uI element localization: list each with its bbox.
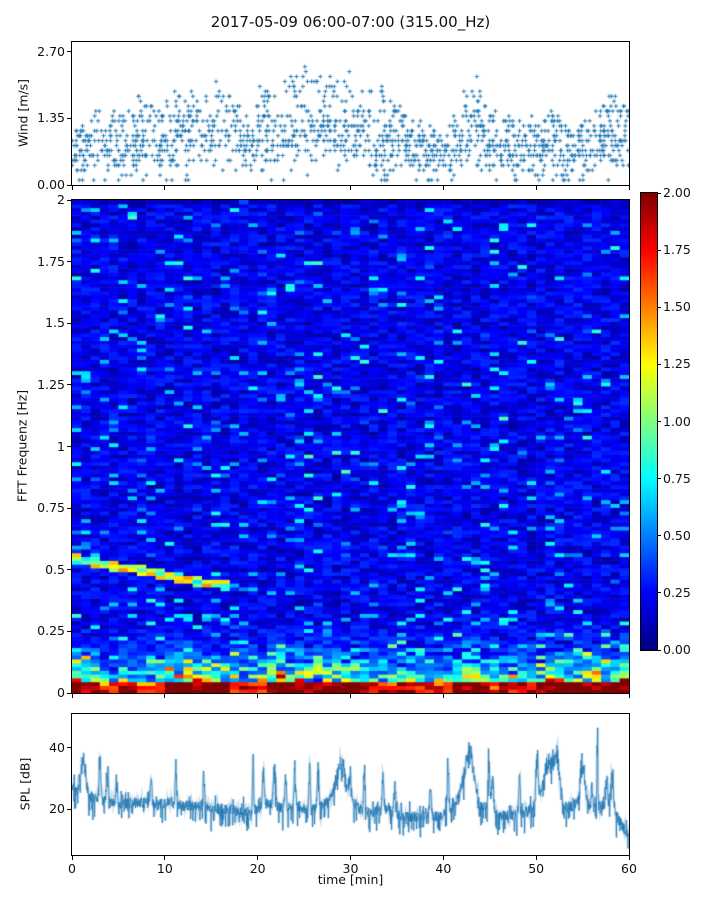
colorbar-tick-mark	[658, 649, 661, 651]
fft-ytick-label: 0.25	[37, 623, 65, 639]
colorbar-tick-label: 1.25	[663, 356, 691, 372]
wind-ytick-label: 1.35	[37, 110, 65, 126]
time-xtick-label: 30	[342, 861, 359, 876]
wind-xtick-mark	[71, 186, 73, 190]
spl-line-canvas	[72, 714, 629, 855]
colorbar-tick-label: 0.25	[663, 584, 691, 600]
spl-ytick-mark	[67, 747, 71, 749]
time-xtick-label: 20	[249, 861, 266, 876]
wind-ytick-label: 2.70	[37, 43, 65, 59]
time-xtick-mark	[535, 856, 537, 860]
chart-title: 2017-05-09 06:00-07:00 (315.00_Hz)	[210, 13, 491, 31]
fft-ytick-label: 0	[57, 685, 65, 700]
fft-ytick-label: 0.5	[45, 561, 65, 577]
fft-xtick-mark	[257, 694, 259, 698]
fft-ytick-label: 2	[57, 192, 65, 207]
colorbar-tick-label: 0.50	[663, 527, 691, 543]
wind-xtick-mark	[442, 186, 444, 190]
fft-xtick-mark	[628, 694, 630, 698]
colorbar-tick-label: 1.00	[663, 413, 691, 429]
wind-scatter-canvas	[72, 42, 629, 185]
time-xtick-mark	[164, 856, 166, 860]
fft-ytick-mark	[67, 261, 71, 263]
time-xtick-label: 40	[435, 861, 452, 876]
colorbar-tick-label: 0.00	[663, 642, 691, 657]
time-xtick-label: 0	[68, 861, 76, 876]
wind-xtick-mark	[535, 186, 537, 190]
fft-xtick-mark	[350, 694, 351, 698]
fft-ytick-label: 1.75	[37, 253, 65, 269]
time-axis-label: time [min]	[317, 872, 384, 887]
spl-ytick-mark	[67, 808, 71, 810]
time-xtick-label: 60	[621, 861, 637, 876]
fft-ytick-mark	[67, 507, 71, 509]
fft-xtick-mark	[442, 694, 444, 698]
wind-ytick-mark	[67, 51, 71, 53]
fft-ytick-label: 1.5	[45, 315, 65, 331]
fft-ytick-label: 1	[57, 438, 65, 454]
time-xtick-mark	[257, 856, 259, 860]
wind-ytick-mark	[67, 117, 71, 119]
wind-xtick-mark	[164, 186, 166, 190]
fft-ytick-mark	[67, 569, 71, 571]
wind-xtick-mark	[628, 186, 630, 190]
spl-ytick-label: 20	[49, 801, 65, 817]
wind-xtick-mark	[350, 186, 351, 190]
wind-xtick-mark	[257, 186, 259, 190]
spl-ytick-label: 40	[49, 739, 65, 755]
fft-ytick-mark	[67, 384, 71, 386]
fft-ytick-mark	[67, 446, 71, 447]
time-xtick-mark	[71, 856, 73, 860]
colorbar-tick-label: 2.00	[663, 185, 691, 200]
fft-ytick-mark	[67, 630, 71, 632]
colorbar-tick-label: 1.50	[663, 299, 691, 315]
colorbar-tick-mark	[658, 478, 661, 480]
fft-ytick-mark	[67, 322, 71, 324]
colorbar-tick-mark	[658, 421, 661, 422]
colorbar-tick-mark	[658, 192, 661, 194]
fft-ytick-mark	[67, 199, 71, 201]
colorbar-tick-mark	[658, 249, 661, 251]
fft-ytick-label: 1.25	[37, 376, 65, 392]
fft-ytick-mark	[67, 692, 71, 694]
colorbar-tick-mark	[658, 363, 661, 365]
colorbar-tick-label: 0.75	[663, 470, 691, 486]
time-xtick-label: 50	[528, 861, 545, 876]
time-xtick-mark	[350, 856, 351, 860]
fft-xtick-mark	[71, 694, 73, 698]
fft-xtick-mark	[535, 694, 537, 698]
fft-xtick-mark	[164, 694, 166, 698]
time-xtick-mark	[628, 856, 630, 860]
time-xtick-mark	[442, 856, 444, 860]
spectrogram-canvas	[72, 200, 629, 693]
colorbar-tick-label: 1.75	[663, 242, 691, 258]
wind-ytick-label: 0.00	[37, 177, 65, 192]
colorbar-tick-mark	[658, 592, 661, 594]
colorbar-gradient	[641, 193, 657, 650]
wind-ytick-mark	[67, 184, 71, 186]
colorbar-tick-mark	[658, 306, 661, 308]
fft-ytick-label: 0.75	[37, 500, 65, 516]
colorbar-tick-mark	[658, 535, 661, 537]
time-xtick-label: 10	[156, 861, 173, 876]
